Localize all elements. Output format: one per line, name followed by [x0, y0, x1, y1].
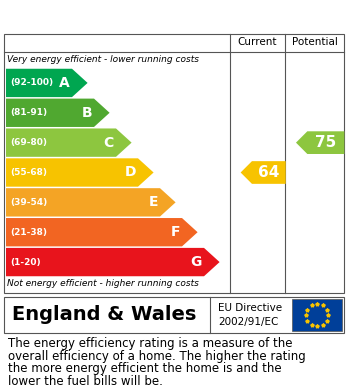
Text: Very energy efficient - lower running costs: Very energy efficient - lower running co… — [7, 55, 199, 64]
Text: (55-68): (55-68) — [10, 168, 47, 177]
Text: the more energy efficient the home is and the: the more energy efficient the home is an… — [8, 362, 282, 375]
Text: B: B — [81, 106, 92, 120]
Text: C: C — [104, 136, 114, 150]
Text: (69-80): (69-80) — [10, 138, 47, 147]
Text: England & Wales: England & Wales — [12, 305, 196, 325]
Text: EU Directive: EU Directive — [218, 303, 282, 313]
Text: E: E — [149, 196, 158, 209]
Text: D: D — [125, 165, 136, 179]
Text: The energy efficiency rating is a measure of the: The energy efficiency rating is a measur… — [8, 337, 293, 350]
Text: (21-38): (21-38) — [10, 228, 47, 237]
Polygon shape — [6, 158, 153, 187]
Text: F: F — [171, 225, 180, 239]
Polygon shape — [6, 248, 220, 276]
Text: 64: 64 — [258, 165, 279, 180]
Polygon shape — [296, 131, 345, 154]
Polygon shape — [6, 218, 198, 246]
Text: (92-100): (92-100) — [10, 79, 53, 88]
Polygon shape — [6, 69, 88, 97]
Text: 2002/91/EC: 2002/91/EC — [218, 317, 278, 327]
Text: Current: Current — [238, 37, 277, 47]
Text: lower the fuel bills will be.: lower the fuel bills will be. — [8, 375, 163, 387]
Polygon shape — [6, 188, 176, 217]
Bar — [292, 299, 342, 331]
Text: A: A — [59, 76, 70, 90]
Text: Energy Efficiency Rating: Energy Efficiency Rating — [9, 9, 230, 23]
Polygon shape — [240, 161, 286, 184]
Text: overall efficiency of a home. The higher the rating: overall efficiency of a home. The higher… — [8, 350, 306, 363]
Polygon shape — [6, 129, 132, 157]
Text: 75: 75 — [315, 135, 337, 150]
Text: (1-20): (1-20) — [10, 258, 41, 267]
Text: (39-54): (39-54) — [10, 198, 47, 207]
Polygon shape — [6, 99, 110, 127]
Text: (81-91): (81-91) — [10, 108, 47, 117]
Text: Potential: Potential — [292, 37, 338, 47]
Text: Not energy efficient - higher running costs: Not energy efficient - higher running co… — [7, 279, 199, 288]
Text: G: G — [191, 255, 202, 269]
